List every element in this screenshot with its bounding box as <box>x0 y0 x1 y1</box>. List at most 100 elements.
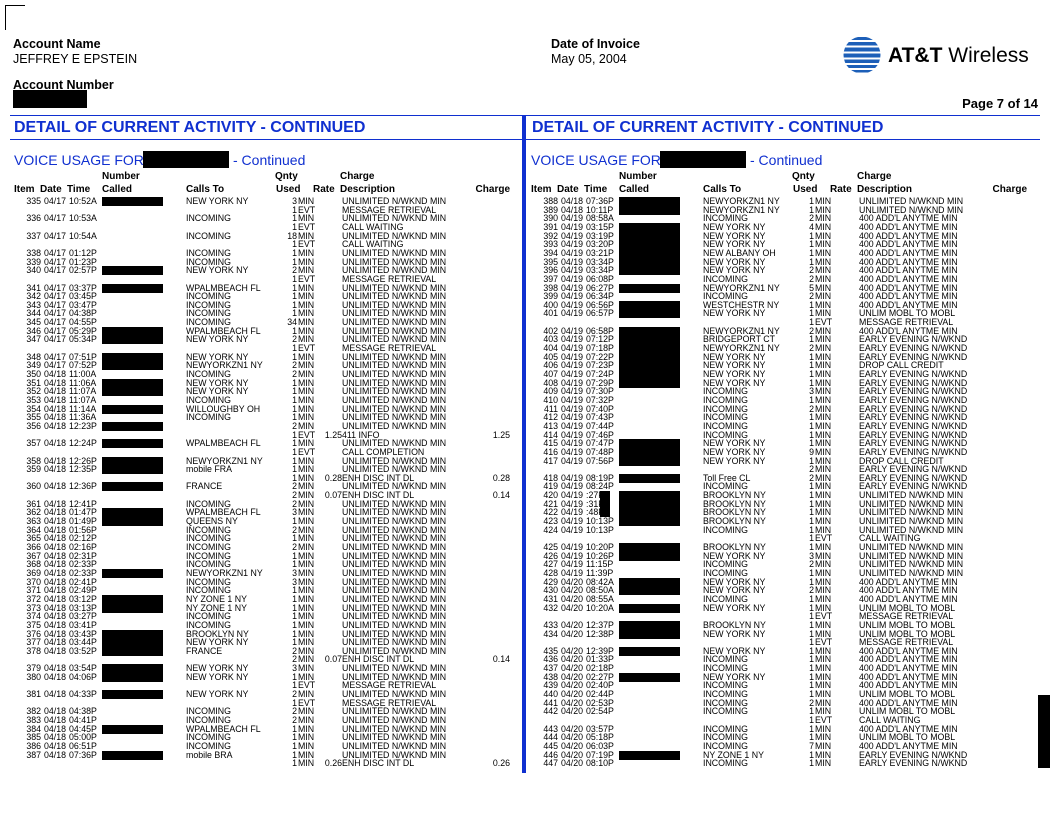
number-called-redacted <box>102 482 163 492</box>
calls-to: Toll Free CL <box>703 472 751 483</box>
quantity: 1 <box>292 611 297 622</box>
number-called-redacted <box>619 672 680 682</box>
number-called-redacted <box>102 664 163 674</box>
charge-description: 400 ADD'L ANYTME MIN <box>859 273 958 284</box>
quantity: 1 <box>292 438 297 449</box>
quantity: 1 <box>809 438 814 449</box>
number-called-redacted <box>619 603 680 613</box>
call-date: 04/19 <box>561 256 584 267</box>
call-date: 04/20 <box>561 732 584 743</box>
table-row: 397 04/19 06:08P INCOMING 2 MIN 400 ADD'L ANYT… <box>527 275 1032 284</box>
unit: MIN <box>815 723 832 734</box>
charge-description: UNLIMITED N/WKND MIN <box>342 628 447 639</box>
quantity: 1 <box>809 455 814 466</box>
charge-description: EARLY EVENING N/WKND <box>859 369 968 379</box>
table-row: 356 04/18 12:23P 2 MIN UNLIMITED N/WKND MIN <box>10 422 515 431</box>
number-called-redacted <box>619 197 680 206</box>
call-date: 04/18 <box>44 559 67 570</box>
quantity: 2 <box>292 360 297 371</box>
table-subrow: 1 EVT 1.25 411 INFO 1.25 <box>10 430 515 440</box>
call-time: 03:37P <box>69 282 97 293</box>
calls-to: NEW YORK NY <box>186 386 249 397</box>
call-time: 06:34P <box>586 291 614 302</box>
quantity: 1 <box>809 196 814 206</box>
item-number: 429 <box>543 576 558 587</box>
unit: MIN <box>298 386 315 397</box>
calls-to: INCOMING <box>186 213 231 224</box>
quantity: 1 <box>809 671 814 682</box>
quantity: 1 <box>292 403 297 414</box>
quantity: 2 <box>292 265 297 276</box>
charge-description: EARLY EVENING N/WKND <box>859 343 968 354</box>
unit: MIN <box>815 680 832 691</box>
table-row: 384 04/18 04:45P WPALMBEACH FL 1 MIN UNLIMITED… <box>10 724 515 734</box>
table-row: 447 04/20 08:10P INCOMING 1 MIN EARLY EVENING … <box>527 759 1032 768</box>
charge-description: MESSAGE RETRIEVAL <box>859 637 954 648</box>
charge-description: ENH DISC INT DL <box>342 472 415 483</box>
item-number: 342 <box>26 291 41 302</box>
call-date: 04/18 <box>44 671 67 682</box>
charge-description: EARLY EVENING N/WKND <box>859 412 968 423</box>
table-row: 347 04/17 05:34P NEW YORK NY 2 MIN UNLIMITED N… <box>10 334 515 345</box>
table-row: 386 04/18 06:51P INCOMING 1 MIN UNLIMITED N/WK… <box>10 742 515 751</box>
call-date: 04/20 <box>561 758 584 769</box>
charge-description: UNLIMITED N/WKND MIN <box>342 334 447 345</box>
charge-description: UNLIMITED N/WKND MIN <box>342 671 447 682</box>
item-number: 422 <box>543 507 558 518</box>
unit: MIN <box>298 593 315 604</box>
unit: MIN <box>815 550 832 561</box>
number-called-redacted <box>102 465 163 475</box>
number-called-redacted <box>619 222 680 232</box>
unit: MIN <box>815 438 832 449</box>
unit: MIN <box>298 369 315 379</box>
quantity: 1 <box>809 481 814 492</box>
number-called-redacted <box>619 499 680 509</box>
quantity: 1 <box>292 740 297 751</box>
item-number: 386 <box>26 740 41 751</box>
unit: MIN <box>815 567 832 578</box>
item-number: 445 <box>543 740 558 751</box>
unit: EVT <box>298 273 316 284</box>
call-date: 04/17 <box>44 247 67 258</box>
call-time: :31P <box>586 498 605 509</box>
quantity: 1 <box>809 360 814 371</box>
table-row: 444 04/20 05:18P INCOMING 1 MIN UNLIM MOBL TO … <box>527 733 1032 742</box>
number-called-redacted <box>619 473 680 483</box>
item-number: 390 <box>543 213 558 224</box>
call-date: 04/19 <box>561 559 584 570</box>
call-date: 04/19 <box>561 213 584 224</box>
call-date: 04/18 <box>44 403 67 414</box>
charge-description: UNLIMITED N/WKND MIN <box>342 740 447 751</box>
unit: MIN <box>298 377 315 388</box>
calls-to: QUEENS NY <box>186 516 238 527</box>
number-called-redacted <box>102 352 163 362</box>
number-called-redacted <box>619 543 680 552</box>
quantity: 2 <box>292 654 297 665</box>
att-wireless-logo: AT&T Wireless <box>888 44 1029 67</box>
call-time: 10:11P <box>586 204 614 215</box>
charge-description: UNLIMITED N/WKND MIN <box>342 542 447 552</box>
table-row: 441 04/20 02:53P INCOMING 2 MIN 400 ADD'L ANYT… <box>527 698 1032 708</box>
charge-description: UNLIMITED N/WKND MIN <box>342 715 447 725</box>
item-number: 408 <box>543 377 558 388</box>
unit: MIN <box>298 706 315 717</box>
calls-to: NEW YORK NY <box>186 689 249 700</box>
number-called-redacted <box>619 586 680 596</box>
call-date: 04/19 <box>561 524 584 535</box>
quantity: 9 <box>809 446 814 457</box>
charge-description: UNLIMITED N/WKND MIN <box>859 196 964 206</box>
call-time: 04:38P <box>69 706 97 717</box>
call-time: 10:20P <box>586 542 614 552</box>
quantity: 1 <box>292 732 297 743</box>
call-time: 07:30P <box>586 386 614 397</box>
unit: MIN <box>815 602 832 613</box>
charge-description: EARLY EVENING N/WKND <box>859 438 968 449</box>
unit: MIN <box>298 360 315 371</box>
calls-to: NEW YORK NY <box>703 265 766 276</box>
charge-description: UNLIMITED N/WKND MIN <box>342 369 447 379</box>
item-number: 382 <box>26 706 41 717</box>
unit: MIN <box>815 559 832 570</box>
charge-description: UNLIMITED N/WKND MIN <box>342 386 447 397</box>
unit: MIN <box>815 377 832 388</box>
table-row: 399 04/19 06:34P INCOMING 2 MIN 400 ADD'L ANYT… <box>527 292 1032 301</box>
